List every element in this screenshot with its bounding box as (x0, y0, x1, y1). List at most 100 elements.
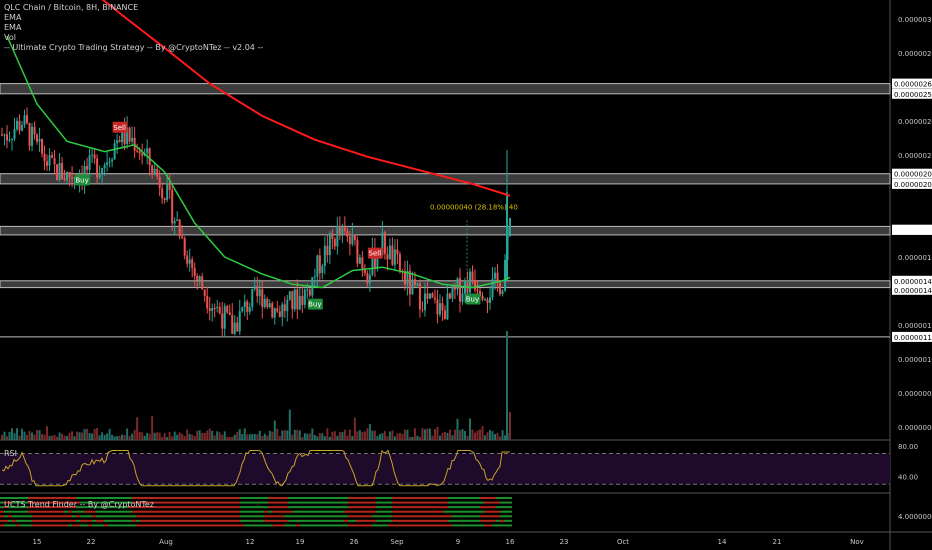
trend-cell (268, 515, 272, 518)
time-axis[interactable]: 15 22 Aug 12 19 26 Sep 9 16 23 Oct 14 21 Nov (33, 538, 864, 546)
symbol-title[interactable]: QLC Chain / Bitcoin, 8H, BINANCE (4, 3, 139, 12)
trend-cell (84, 506, 88, 509)
trend-cell (340, 510, 344, 513)
trend-cell (180, 515, 184, 518)
trend-cell (416, 510, 420, 513)
candle-body (318, 255, 321, 274)
trend-cell (152, 510, 156, 513)
candle-body (343, 227, 346, 231)
trade-signals[interactable]: Sell Buy Sell Buy Buy (75, 121, 481, 310)
trend-cell (184, 515, 188, 518)
trend-cell (132, 515, 136, 518)
trend-cell (284, 515, 288, 518)
trend-cell (176, 501, 180, 504)
trend-cell (44, 524, 48, 527)
trend-cell (104, 524, 108, 527)
rsi-label[interactable]: RSI (4, 449, 17, 458)
trend-cell (68, 524, 72, 527)
trend-cell (36, 506, 40, 509)
trend-cell (504, 515, 508, 518)
ema-indicator-label[interactable]: EMA (4, 13, 22, 22)
volume-bar (151, 415, 154, 440)
price-axis[interactable]: 0.00000300 0.00000280 0.00000240 0.00000220… (892, 16, 932, 432)
trend-cell (300, 519, 304, 522)
trend-cell (480, 497, 484, 499)
candle-body (381, 232, 384, 256)
trend-cell (80, 501, 84, 504)
price-tick-label: 0.00000300 (898, 16, 932, 24)
candle-body (86, 166, 89, 170)
trend-cell (136, 524, 140, 527)
volume-bar (411, 436, 414, 440)
trend-cell (444, 501, 448, 504)
trend-cell (348, 519, 352, 522)
volume-bar (8, 431, 11, 440)
trend-cell (344, 524, 348, 527)
trend-cell (48, 515, 52, 518)
trend-cell (312, 506, 316, 509)
candle-body (166, 183, 169, 201)
volume-bar (191, 434, 194, 440)
price-tag-box (892, 275, 932, 286)
trend-cell (12, 497, 16, 499)
trend-cell (92, 497, 96, 499)
trend-cell (108, 519, 112, 522)
trend-cell (168, 510, 172, 513)
candle-body (403, 271, 406, 285)
trend-cell (240, 501, 244, 504)
volume-bar (53, 434, 56, 440)
volume-bar (293, 429, 296, 440)
trend-cell (28, 515, 32, 518)
trend-finder-label[interactable]: UCTS Trend Finder -- By @CryptoNTez (4, 500, 154, 509)
candle-body (138, 151, 141, 154)
trend-cell (248, 524, 252, 527)
trend-cell (112, 501, 116, 504)
volume-bar (101, 432, 104, 440)
trend-cell (160, 510, 164, 513)
trend-cell (368, 519, 372, 522)
trend-cell (48, 519, 52, 522)
trend-cell (116, 501, 120, 504)
trend-cell (252, 501, 256, 504)
trend-cell (216, 519, 220, 522)
trend-cell (172, 515, 176, 518)
candle-body (53, 157, 56, 165)
trend-cell (424, 501, 428, 504)
volume-bar (36, 430, 39, 440)
trend-cell (48, 497, 52, 499)
volume-bar (298, 430, 301, 440)
trend-cell (276, 506, 280, 509)
trend-cell (24, 515, 28, 518)
trend-cell (228, 515, 232, 518)
trend-cell (336, 524, 340, 527)
trend-cell (400, 506, 404, 509)
volume-bar (66, 436, 69, 440)
trend-cell (424, 506, 428, 509)
trend-cell (320, 497, 324, 499)
trend-cell (184, 524, 188, 527)
trend-cell (148, 515, 152, 518)
trend-cell (196, 519, 200, 522)
volume-indicator-label[interactable]: Vol (4, 33, 16, 42)
trend-cell (80, 519, 84, 522)
candle-body (251, 288, 254, 308)
trend-cell (316, 506, 320, 509)
strategy-indicator-label[interactable]: -- Ultimate Crypto Trading Strategy -- B… (4, 43, 264, 52)
trend-cell (360, 510, 364, 513)
volume-bar (148, 433, 151, 440)
trend-cell (176, 510, 180, 513)
volume-bar (83, 429, 86, 440)
trend-cell (268, 501, 272, 504)
volume-bar (378, 434, 381, 440)
ema-indicator-label[interactable]: EMA (4, 23, 22, 32)
trend-cell (136, 515, 140, 518)
trend-cell (176, 515, 180, 518)
trend-cell (152, 506, 156, 509)
trend-cell (264, 501, 268, 504)
trend-cell (504, 510, 508, 513)
volume-bar (318, 433, 321, 440)
trend-cell (356, 515, 360, 518)
trend-cell (380, 506, 384, 509)
candle-body (196, 275, 199, 281)
